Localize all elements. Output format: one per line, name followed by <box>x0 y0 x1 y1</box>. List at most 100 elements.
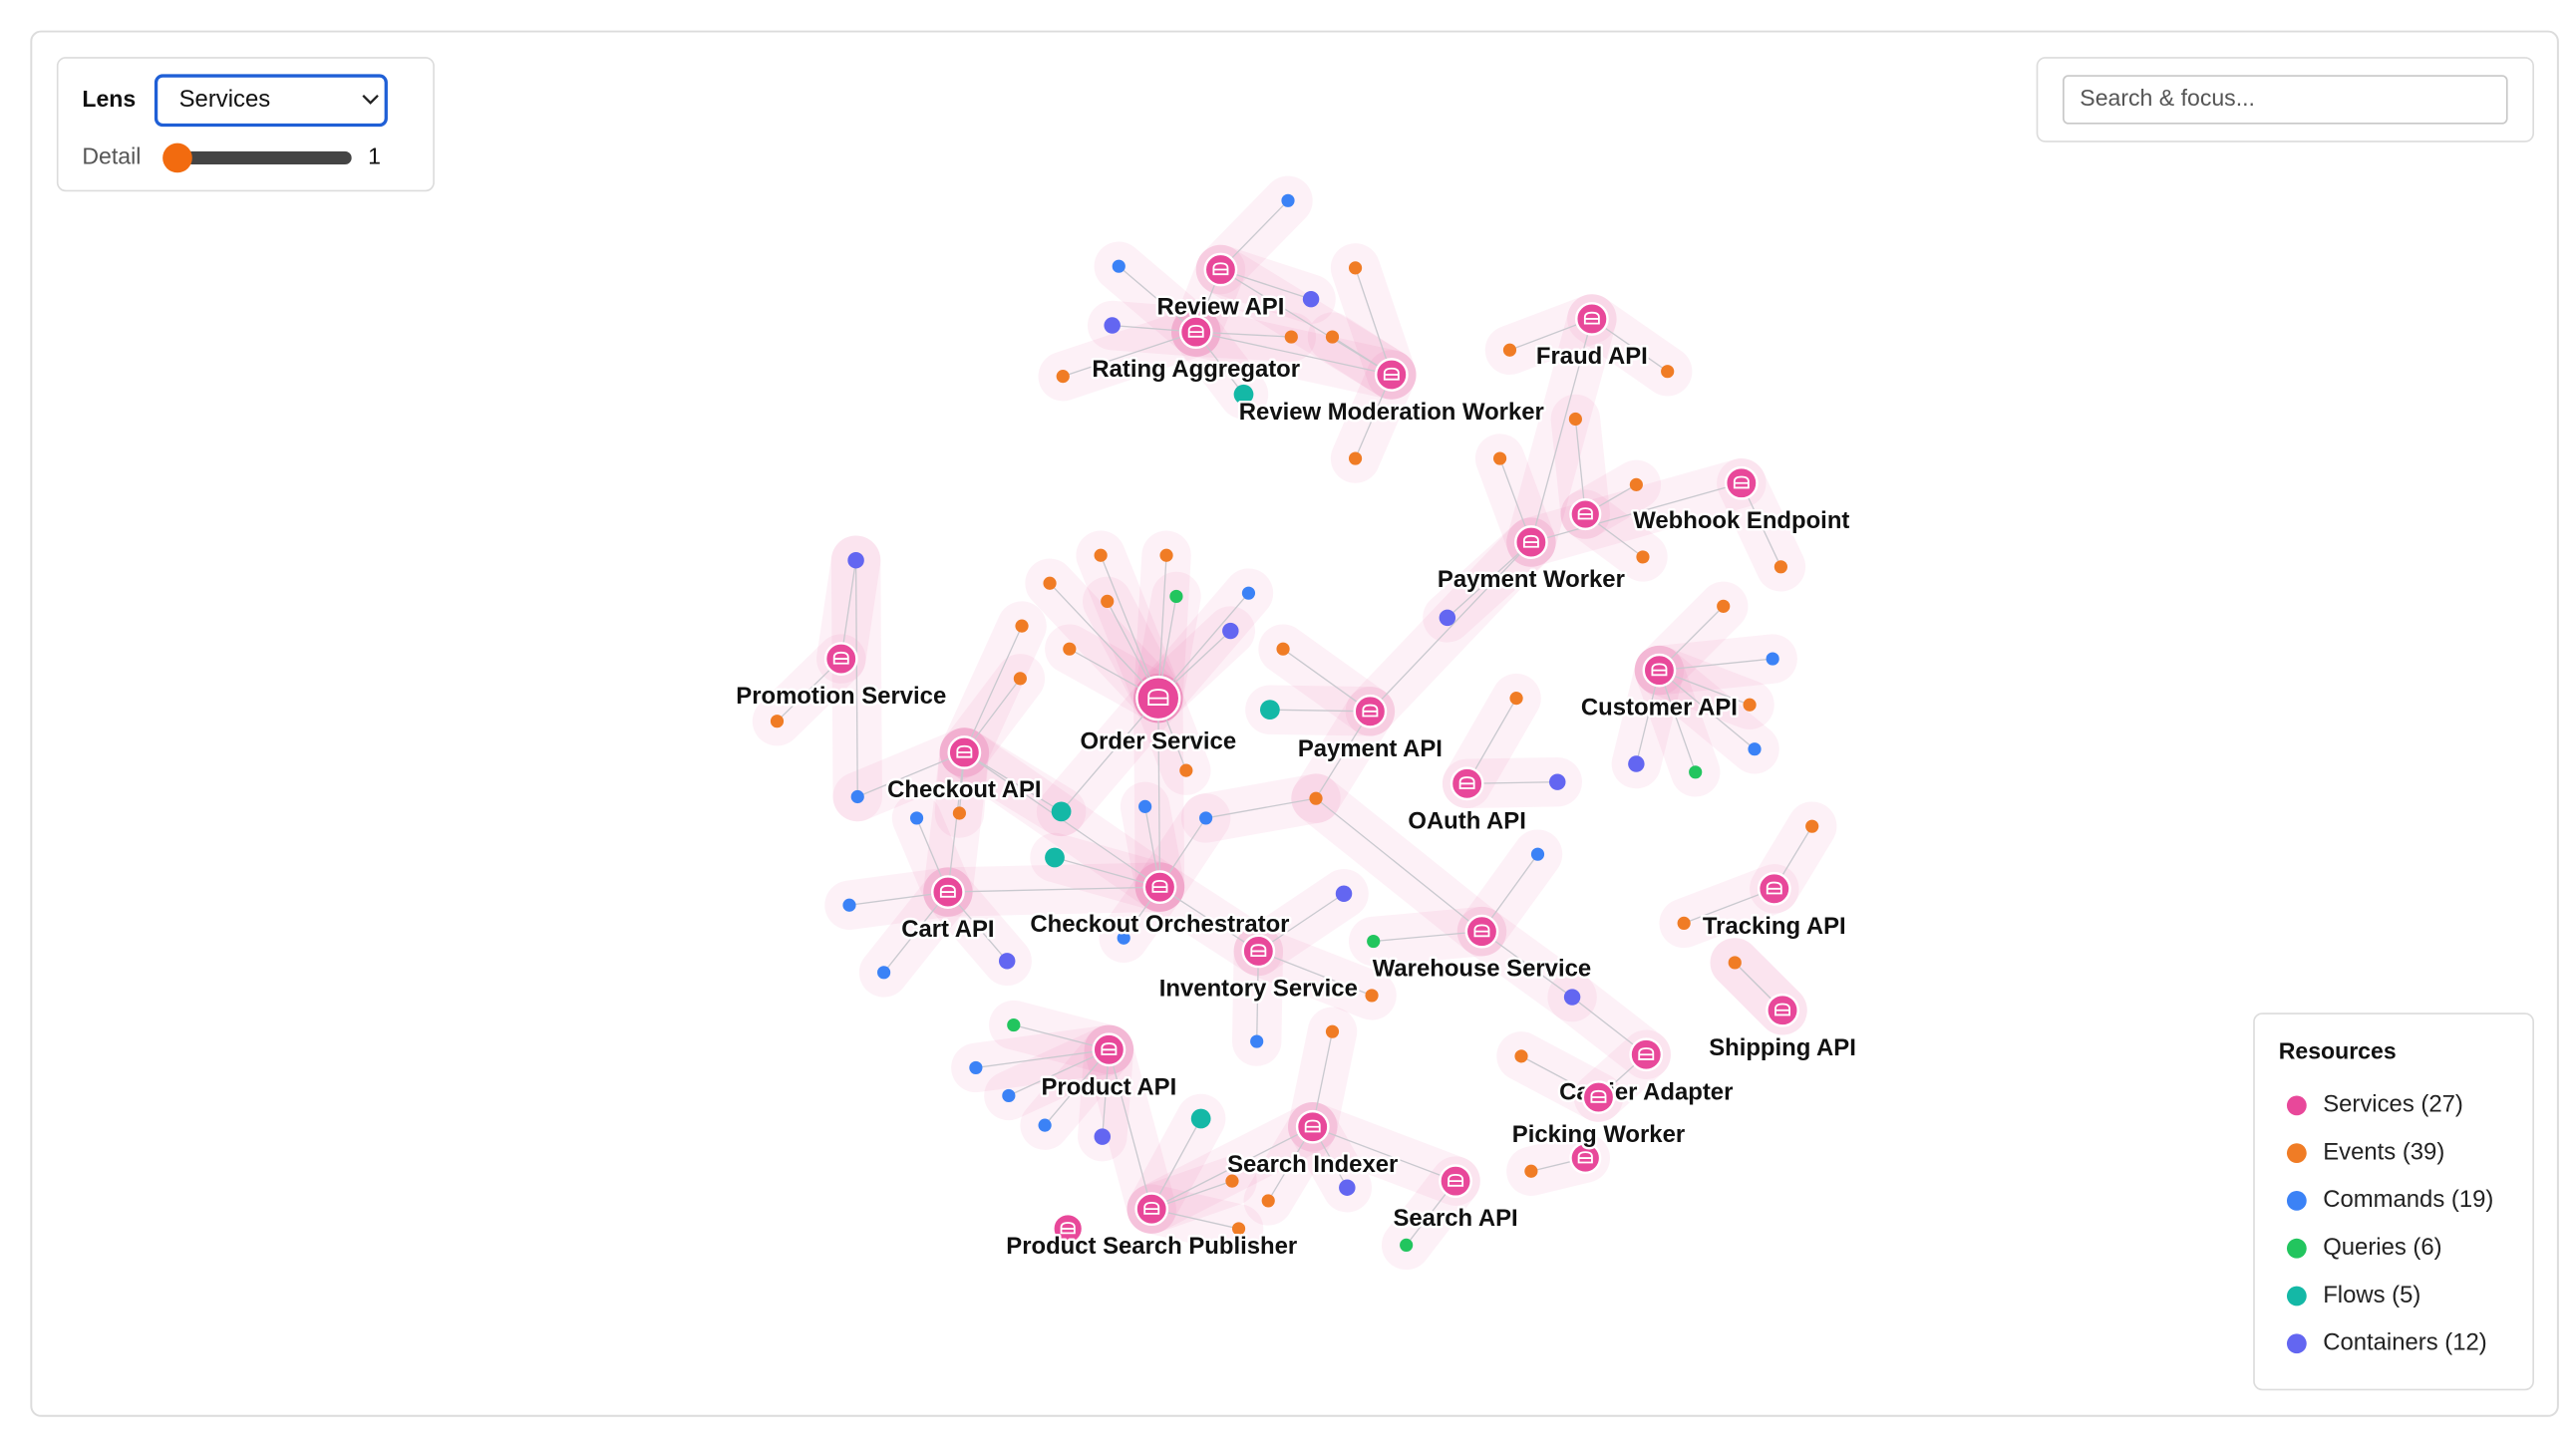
resource-node[interactable] <box>850 789 864 804</box>
resource-node[interactable] <box>1007 1017 1021 1032</box>
legend-item[interactable]: Services (27) <box>2323 1091 2463 1118</box>
resource-node[interactable] <box>909 811 924 825</box>
resource-node[interactable] <box>1728 956 1742 970</box>
resource-node[interactable] <box>1325 330 1340 344</box>
resource-node[interactable] <box>1138 799 1152 813</box>
resource-node[interactable] <box>1309 791 1323 805</box>
resource-node[interactable] <box>1773 560 1787 574</box>
node-label[interactable]: Webhook Endpoint <box>1631 504 1852 536</box>
resource-node[interactable] <box>1563 989 1581 1006</box>
select-value[interactable]: Services <box>179 86 271 113</box>
resource-node[interactable] <box>1365 989 1379 1003</box>
resource-node[interactable] <box>1112 259 1126 273</box>
search-input[interactable] <box>2063 75 2508 125</box>
resource-node[interactable] <box>1038 1118 1052 1132</box>
node-label[interactable]: Picking Worker <box>1509 1119 1687 1151</box>
resource-node[interactable] <box>1117 931 1130 945</box>
resource-node[interactable] <box>1717 599 1731 613</box>
node-label[interactable]: Payment API <box>1295 732 1445 764</box>
resource-node[interactable] <box>1302 290 1320 308</box>
legend-item[interactable]: Commands (19) <box>2323 1186 2493 1213</box>
resource-node[interactable] <box>877 966 891 980</box>
resource-node[interactable] <box>1013 672 1027 686</box>
resource-node[interactable] <box>1636 550 1650 564</box>
resource-node[interactable] <box>1169 589 1183 604</box>
resource-node[interactable] <box>1568 412 1582 427</box>
resource-node[interactable] <box>1743 698 1757 712</box>
node-label[interactable]: Inventory Service <box>1156 973 1360 1005</box>
resource-node[interactable] <box>1261 1194 1275 1208</box>
resource-node[interactable] <box>1179 763 1193 777</box>
resource-node[interactable] <box>1043 576 1057 590</box>
resource-node[interactable] <box>1063 642 1077 656</box>
slider-track[interactable] <box>168 150 352 165</box>
node-label[interactable]: Rating Aggregator <box>1090 354 1303 386</box>
resource-node[interactable] <box>1629 477 1643 491</box>
resource-node[interactable] <box>969 1060 983 1075</box>
resource-node[interactable] <box>1101 594 1115 608</box>
resource-node[interactable] <box>1677 916 1691 930</box>
resource-node[interactable] <box>1045 847 1065 868</box>
resource-node[interactable] <box>1094 548 1108 562</box>
resource-node[interactable] <box>1514 1049 1528 1063</box>
resource-node[interactable] <box>1250 1034 1264 1048</box>
node-label[interactable]: Search API <box>1391 1203 1520 1235</box>
resource-node[interactable] <box>1259 700 1280 721</box>
node-label[interactable]: Payment Worker <box>1435 564 1627 596</box>
legend-item[interactable]: Events (39) <box>2323 1138 2444 1165</box>
resource-node[interactable] <box>1325 1024 1340 1038</box>
resource-node[interactable] <box>1015 619 1029 633</box>
legend-item[interactable]: Queries (6) <box>2323 1234 2441 1261</box>
resource-node[interactable] <box>1492 451 1507 465</box>
select-box[interactable] <box>154 74 388 128</box>
resource-node[interactable] <box>1400 1238 1414 1252</box>
node-label[interactable]: Product Search Publisher <box>1004 1231 1300 1263</box>
resource-node[interactable] <box>1335 885 1353 902</box>
resource-node[interactable] <box>1241 586 1256 600</box>
resource-node[interactable] <box>1339 1179 1356 1196</box>
node-label[interactable]: Review API <box>1154 291 1287 323</box>
resource-node[interactable] <box>1509 692 1523 706</box>
resource-node[interactable] <box>1748 742 1762 756</box>
resource-node[interactable] <box>952 806 966 820</box>
resource-node[interactable] <box>1439 609 1456 627</box>
resource-node[interactable] <box>1159 548 1173 562</box>
legend-item[interactable]: Flows (5) <box>2323 1282 2420 1308</box>
node-label[interactable]: Checkout API <box>885 774 1044 806</box>
resource-node[interactable] <box>1348 261 1363 275</box>
slider-thumb[interactable] <box>162 143 192 173</box>
node-label[interactable]: Customer API <box>1578 692 1740 724</box>
resource-node[interactable] <box>1094 1128 1112 1145</box>
resource-node[interactable] <box>1628 755 1645 772</box>
resource-node[interactable] <box>1805 819 1819 833</box>
resource-node[interactable] <box>1367 934 1381 949</box>
resource-node[interactable] <box>1549 773 1566 790</box>
resource-node[interactable] <box>1661 365 1675 379</box>
resource-node[interactable] <box>847 551 864 569</box>
resource-node[interactable] <box>1231 1222 1246 1236</box>
resource-node[interactable] <box>1766 652 1779 666</box>
resource-node[interactable] <box>1002 1088 1016 1103</box>
resource-node[interactable] <box>998 953 1016 970</box>
resource-node[interactable] <box>1051 801 1072 822</box>
node-label[interactable]: Warehouse Service <box>1370 953 1593 985</box>
resource-node[interactable] <box>1225 1174 1239 1188</box>
node-label[interactable]: Tracking API <box>1700 910 1848 942</box>
node-label[interactable]: Order Service <box>1078 725 1239 757</box>
resource-node[interactable] <box>1222 622 1239 640</box>
resource-node[interactable] <box>1524 1164 1538 1178</box>
resource-node[interactable] <box>1348 451 1363 465</box>
resource-node[interactable] <box>1104 317 1121 334</box>
node-label[interactable]: Product API <box>1039 1071 1179 1103</box>
node-label[interactable]: Review Moderation Worker <box>1236 397 1546 429</box>
node-label[interactable]: Cart API <box>899 914 997 946</box>
resource-node[interactable] <box>1199 811 1213 825</box>
node-label[interactable]: Checkout Orchestrator <box>1028 909 1292 941</box>
node-label[interactable]: OAuth API <box>1406 805 1528 837</box>
resource-node[interactable] <box>1689 765 1703 779</box>
node-label[interactable]: Fraud API <box>1533 341 1650 373</box>
node-label[interactable]: Shipping API <box>1707 1031 1859 1063</box>
node-label[interactable]: Promotion Service <box>734 681 949 713</box>
resource-node[interactable] <box>1276 642 1290 656</box>
resource-node[interactable] <box>1190 1108 1211 1129</box>
